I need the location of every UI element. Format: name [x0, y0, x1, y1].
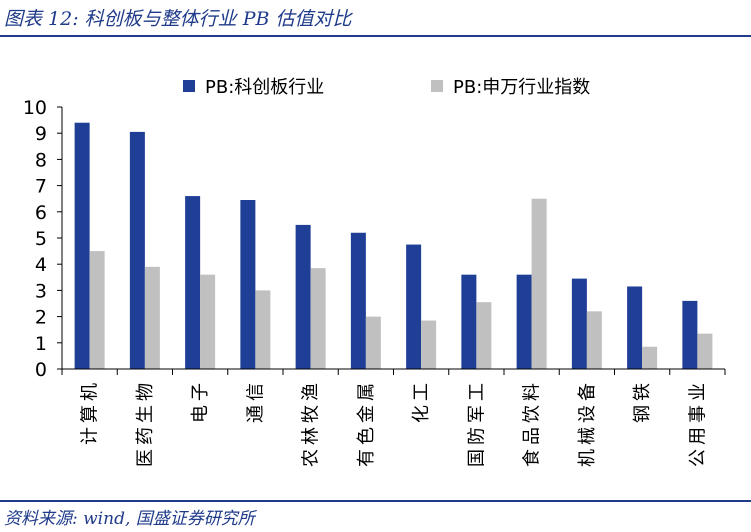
- legend-swatch: [431, 80, 443, 92]
- legend-label: PB:申万行业指数: [453, 77, 590, 98]
- bar-star-market: [461, 274, 477, 369]
- pb-comparison-chart: PB:科创板行业 PB:申万行业指数 0 1 2 3 4 5 6 7 8 9 10 计算机 医药生物 电子…: [23, 77, 726, 467]
- legend-label: PB:科创板行业: [205, 77, 324, 98]
- y-axis: 0 1 2 3 4 5 6 7 8 9 10: [23, 97, 63, 381]
- bar-star-market: [571, 278, 587, 369]
- bar-star-market: [129, 131, 145, 369]
- y-tick-label: 10: [23, 97, 47, 119]
- bar-star-market: [627, 286, 643, 369]
- bar-star-market: [406, 244, 422, 369]
- bar-star-market: [74, 122, 90, 369]
- bar-star-market: [185, 196, 201, 369]
- bar-sw-index: [144, 266, 160, 369]
- bar-sw-index: [89, 251, 105, 369]
- y-tick-label: 5: [35, 228, 47, 250]
- footer-rule: [0, 500, 751, 502]
- y-tick-label: 8: [35, 149, 47, 171]
- x-category-label: 公用事业: [687, 379, 708, 467]
- y-tick-label: 9: [35, 123, 47, 145]
- bar-sw-index: [310, 268, 326, 369]
- bar-star-market: [682, 300, 698, 369]
- bar-star-market: [516, 274, 532, 369]
- x-category-label: 电子: [190, 379, 211, 423]
- y-tick-label: 4: [35, 254, 47, 276]
- legend: PB:科创板行业 PB:申万行业指数: [183, 77, 590, 98]
- bar-star-market: [295, 224, 311, 369]
- bar-sw-index: [586, 311, 602, 369]
- x-category-label: 有色金属: [356, 379, 377, 467]
- figure-title: 图表 12: 科创板与整体行业 PB 估值对比: [4, 8, 352, 30]
- legend-swatch: [183, 80, 195, 92]
- x-category-label: 计算机: [80, 379, 101, 445]
- x-category-label: 医药生物: [135, 379, 156, 467]
- bar-star-market: [350, 232, 366, 369]
- x-category-label: 钢铁: [632, 379, 653, 423]
- bar-sw-index: [476, 302, 492, 369]
- x-category-label: 国防军工: [466, 379, 487, 467]
- bar-sw-index: [200, 274, 216, 369]
- bar-sw-index: [255, 290, 271, 369]
- y-tick-label: 7: [35, 176, 47, 198]
- x-category-label: 通信: [245, 379, 266, 423]
- bar-star-market: [240, 200, 256, 369]
- source-note: 资料来源: wind, 国盛证券研究所: [4, 509, 255, 529]
- x-category-label: 化工: [411, 379, 432, 423]
- bar-sw-index: [531, 198, 547, 369]
- y-tick-label: 2: [35, 307, 47, 329]
- x-category-label: 机械设备: [577, 379, 598, 467]
- bar-sw-index: [365, 316, 381, 369]
- y-tick-label: 1: [35, 333, 47, 355]
- title-rule: [0, 35, 751, 37]
- y-tick-label: 3: [35, 280, 47, 302]
- x-axis: 计算机 医药生物 电子 通信 农林牧渔 有色金属 化工 国防军工 食品饮料 机械设备 钢铁 公用事业: [61, 368, 726, 467]
- bars: [74, 122, 713, 369]
- bar-sw-index: [697, 333, 713, 369]
- y-tick-label: 0: [35, 359, 47, 381]
- x-category-label: 农林牧渔: [301, 379, 322, 467]
- bar-sw-index: [421, 320, 437, 369]
- x-category-label: 食品饮料: [522, 379, 543, 467]
- bar-sw-index: [642, 346, 658, 369]
- y-tick-label: 6: [35, 202, 47, 224]
